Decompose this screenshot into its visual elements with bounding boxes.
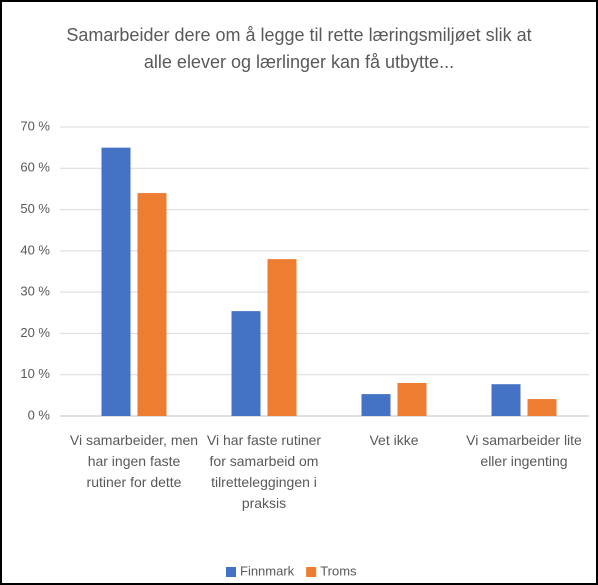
legend-swatch [226,567,236,577]
x-tick-label: Vi har faste rutiner for samarbeid om ti… [206,432,322,511]
bar [137,193,167,416]
y-tick-label: 20 % [20,325,50,340]
y-tick-label: 0 % [28,407,51,422]
y-tick-label: 10 % [20,366,50,381]
chart-title: Samarbeider dere om å legge til rette læ… [66,25,532,72]
x-tick-label: Vi samarbeider, men har ingen faste ruti… [69,432,199,490]
bar [231,311,261,416]
legend-label: Troms [320,563,357,578]
bar [267,259,297,416]
y-tick-label: 70 % [20,118,50,133]
y-tick-label: 40 % [20,242,50,257]
bar [361,394,391,416]
y-tick-label: 50 % [20,201,50,216]
x-tick-label: Vet ikke [369,432,419,448]
x-tick-label: Vi samarbeider lite eller ingenting [466,432,582,469]
bar [527,399,557,416]
legend-label: Finnmark [240,563,295,578]
bar [397,382,427,416]
bar [491,384,521,416]
bar [101,147,131,416]
legend-swatch [306,567,317,577]
y-tick-label: 60 % [20,160,50,175]
y-tick-label: 30 % [20,284,50,299]
